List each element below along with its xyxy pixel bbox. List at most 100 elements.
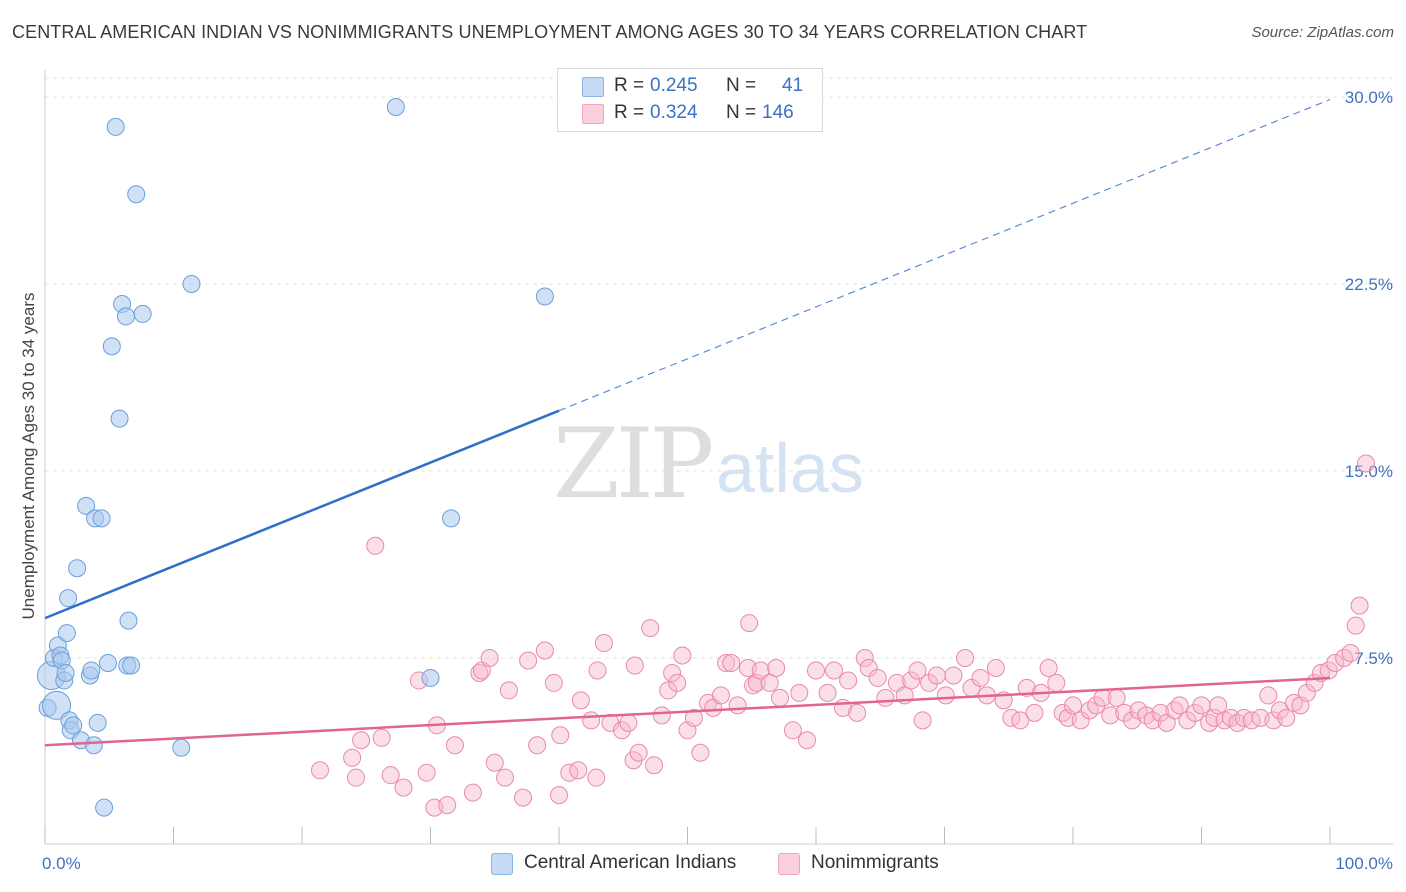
central-american-indians-point <box>59 589 78 608</box>
x-tick-label: 100.0% <box>1335 854 1393 873</box>
nonimmigrants-point <box>519 651 538 670</box>
nonimmigrants-point <box>582 711 601 730</box>
nonimmigrants-point <box>1270 701 1289 720</box>
nonimmigrants-point <box>1101 706 1120 725</box>
nonimmigrants-point <box>673 646 692 665</box>
nonimmigrants-point <box>366 536 385 555</box>
nonimmigrants-point <box>445 736 464 755</box>
nonimmigrants-point <box>544 673 563 692</box>
central-american-indians-point <box>77 496 96 515</box>
nonimmigrants-point <box>767 658 786 677</box>
nonimmigrants-point <box>1178 711 1197 730</box>
central-american-indians-point <box>110 409 129 428</box>
nonimmigrants-point <box>612 721 631 740</box>
nonimmigrants-point <box>1107 688 1126 707</box>
legend-r-label: R = <box>614 75 645 96</box>
source-label: Source: ZipAtlas.com <box>1251 24 1394 41</box>
nonimmigrants-point <box>944 666 963 685</box>
nonimmigrants-point <box>1017 678 1036 697</box>
nonimmigrants-point <box>1071 711 1090 730</box>
nonimmigrants-point <box>668 673 687 692</box>
nonimmigrants-point <box>902 671 921 690</box>
nonimmigrants-point <box>463 783 482 802</box>
nonimmigrants-point <box>783 721 802 740</box>
nonimmigrants-point <box>728 696 747 715</box>
central-american-indians-point <box>56 663 75 682</box>
nonimmigrants-point <box>550 786 568 805</box>
nonimmigrants-point <box>438 796 457 815</box>
legend-r-label: R = <box>614 102 645 123</box>
nonimmigrants-point <box>1047 673 1066 692</box>
legend-swatch-blue <box>491 853 513 875</box>
legend-n-label: N = <box>726 102 757 123</box>
series-legend: Central American Indians Nonimmigrants <box>0 851 1406 877</box>
legend-swatch-pink <box>778 853 800 875</box>
nonimmigrants-point <box>1053 703 1072 722</box>
nonimmigrants-point <box>499 681 518 700</box>
legend-label: Central American Indians <box>524 852 737 873</box>
central-american-indians-point <box>442 509 461 528</box>
nonimmigrants-point <box>310 761 329 780</box>
nonimmigrants-point <box>629 743 648 762</box>
central-american-indians-trend-extension <box>558 98 1331 412</box>
nonimmigrants-point <box>1192 696 1211 715</box>
nonimmigrants-point <box>485 753 504 772</box>
nonimmigrants-point <box>876 688 895 707</box>
nonimmigrants-point <box>790 683 809 702</box>
nonimmigrants-point <box>711 686 730 705</box>
nonimmigrants-point <box>760 673 779 692</box>
nonimmigrants-point <box>470 663 489 682</box>
nonimmigrants-point <box>1277 708 1296 727</box>
legend-n-label: N = <box>726 75 757 96</box>
nonimmigrants-point <box>717 653 736 672</box>
nonimmigrants-point <box>619 713 638 732</box>
legend-label: Nonimmigrants <box>811 852 939 873</box>
nonimmigrants-point <box>514 788 533 807</box>
nonimmigrants-point <box>1356 454 1375 473</box>
nonimmigrants-point <box>927 666 946 685</box>
chart-title: CENTRAL AMERICAN INDIAN VS NONIMMIGRANTS… <box>12 22 1088 42</box>
nonimmigrants-point <box>346 768 365 787</box>
nonimmigrants-point <box>1200 713 1219 732</box>
nonimmigrants-point <box>824 661 843 680</box>
nonimmigrants-point <box>480 649 499 667</box>
central-american-indians-point <box>42 690 72 720</box>
nonimmigrants-point <box>1123 711 1142 730</box>
nonimmigrants-point <box>1143 711 1162 730</box>
nonimmigrants-point <box>818 683 837 702</box>
nonimmigrants-point <box>920 673 939 692</box>
central-american-indians-point <box>116 307 135 326</box>
legend-r-value: 0.324 <box>650 102 698 123</box>
nonimmigrants-point <box>936 686 955 705</box>
nonimmigrants-point <box>855 649 874 667</box>
nonimmigrants-point <box>1087 696 1106 715</box>
nonimmigrants-point <box>798 731 817 750</box>
nonimmigrants-point <box>807 661 825 680</box>
central-american-indians-point <box>106 117 125 136</box>
legend-swatch-blue <box>582 77 604 97</box>
nonimmigrants-point <box>1350 596 1369 615</box>
nonimmigrants-point <box>859 658 878 677</box>
nonimmigrants-point <box>372 728 391 747</box>
nonimmigrants-point <box>1064 696 1082 715</box>
nonimmigrants-point <box>594 634 613 653</box>
nonimmigrants-point <box>740 614 759 633</box>
x-tick-label: 0.0% <box>42 854 81 873</box>
nonimmigrants-point <box>839 671 858 690</box>
nonimmigrants-trend-line <box>44 676 1331 747</box>
nonimmigrants-point <box>571 691 590 710</box>
nonimmigrants-point <box>1341 644 1360 663</box>
central-american-indians-point <box>98 653 117 672</box>
nonimmigrants-point <box>868 668 887 687</box>
nonimmigrants-point <box>684 708 703 727</box>
nonimmigrants-point <box>1025 703 1044 722</box>
y-tick-label: 7.5% <box>1354 649 1393 668</box>
nonimmigrants-point <box>528 736 547 755</box>
nonimmigrants-point <box>908 661 927 680</box>
nonimmigrants-point <box>588 661 607 680</box>
central-american-indians-point <box>535 287 554 306</box>
nonimmigrants-point <box>663 663 682 682</box>
nonimmigrants-point <box>1259 686 1278 705</box>
nonimmigrants-point <box>1151 703 1170 722</box>
central-american-indians-point <box>119 611 138 630</box>
